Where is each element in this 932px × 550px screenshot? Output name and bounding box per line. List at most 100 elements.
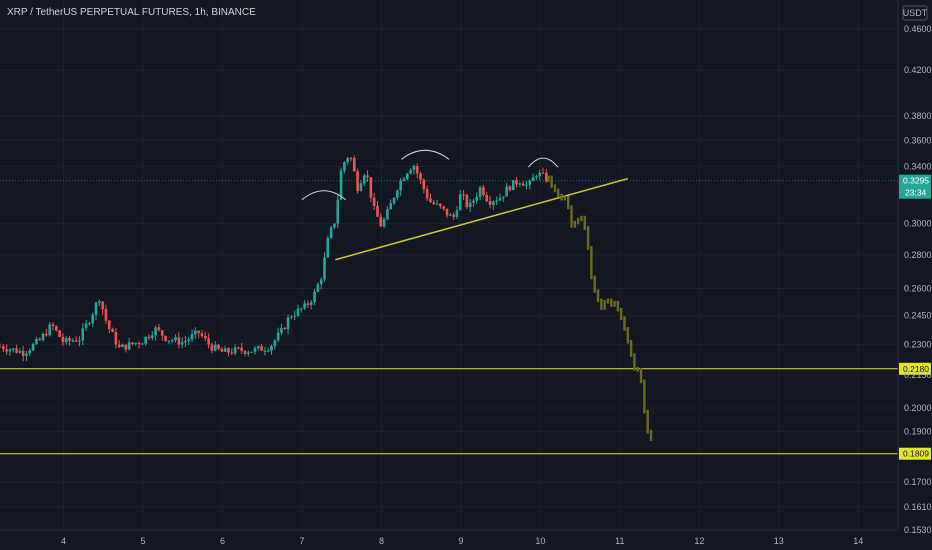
candle-body xyxy=(492,201,495,205)
candle-body xyxy=(329,227,333,239)
y-tick-label: 0.3600 xyxy=(904,135,932,145)
y-tick-label: 0.1610 xyxy=(904,502,932,512)
candle-body xyxy=(323,257,326,280)
x-tick-label: 9 xyxy=(458,536,463,546)
candle-body xyxy=(54,326,58,331)
x-tick-label: 11 xyxy=(615,536,624,546)
candle-body xyxy=(352,158,356,172)
candle-body xyxy=(452,214,455,217)
projection-bar xyxy=(600,298,603,310)
candle-body xyxy=(343,162,346,171)
candle-body xyxy=(432,202,436,205)
chart-title: XRP / TetherUS PERPETUAL FUTURES, 1h, BI… xyxy=(7,7,256,18)
candle-body xyxy=(184,341,187,343)
projection-bar xyxy=(639,368,643,384)
candle-body xyxy=(525,184,528,186)
projection-bar xyxy=(596,289,600,303)
candle-body xyxy=(263,350,267,352)
candle-body xyxy=(237,347,240,349)
candle-body xyxy=(240,347,244,352)
projection-bar xyxy=(613,300,616,307)
projection-bar xyxy=(646,409,649,434)
candle-body xyxy=(5,349,8,352)
projection-bar xyxy=(580,215,583,222)
projection-bar xyxy=(636,366,639,372)
candle-body xyxy=(25,353,28,356)
candle-body xyxy=(429,198,432,203)
last-price-tag xyxy=(899,174,931,199)
grid-lines xyxy=(0,0,898,531)
candle-body xyxy=(253,348,257,352)
candle-body xyxy=(449,214,452,216)
candle-body xyxy=(359,183,363,192)
candle-body xyxy=(260,346,263,351)
projection-bar xyxy=(590,246,593,280)
x-tick-label: 14 xyxy=(853,536,863,546)
candle-body xyxy=(346,158,349,163)
candle-body xyxy=(478,187,482,197)
candle-body xyxy=(167,340,171,342)
candle-body xyxy=(256,346,260,349)
candle-body xyxy=(220,348,224,352)
pattern-arc xyxy=(301,190,347,201)
candle-body xyxy=(518,183,522,185)
candle-body xyxy=(187,339,191,342)
candle-body xyxy=(468,202,472,208)
pattern-arc xyxy=(528,157,559,168)
y-tick-label: 0.1900 xyxy=(904,426,932,436)
candle-body xyxy=(545,172,548,182)
candle-body xyxy=(164,335,167,341)
x-tick-label: 10 xyxy=(535,536,545,546)
candle-body xyxy=(0,346,2,348)
x-tick-label: 5 xyxy=(141,536,146,546)
projection-bar xyxy=(570,205,573,228)
y-tick-label: 0.2000 xyxy=(904,403,932,413)
candle-body xyxy=(121,344,124,348)
candle-body xyxy=(498,197,502,201)
countdown-label: 23:34 xyxy=(905,188,927,198)
y-tick-label: 0.2450 xyxy=(904,311,932,321)
x-tick-label: 4 xyxy=(61,536,66,546)
y-tick-label: 0.3000 xyxy=(904,218,932,228)
projection-bar xyxy=(583,215,586,230)
candle-body xyxy=(157,327,161,331)
candle-body xyxy=(475,196,479,201)
candle-body xyxy=(402,178,406,181)
candle-body xyxy=(107,320,111,330)
projection-bar xyxy=(553,184,557,193)
candle-body xyxy=(51,324,55,327)
projection-bar xyxy=(550,175,553,188)
candle-body xyxy=(64,338,68,343)
level-price-tag xyxy=(899,362,931,375)
candle-body xyxy=(415,166,419,174)
candle-body xyxy=(41,333,45,341)
level-price-label: 0.2180 xyxy=(903,364,929,374)
candle-body xyxy=(84,323,88,329)
candle-body xyxy=(81,328,85,341)
candle-body xyxy=(362,175,366,184)
candle-body xyxy=(336,199,340,224)
candle-body xyxy=(286,317,290,330)
horizontal-levels[interactable]: 0.2180 0.1809 0.3295 23:34 xyxy=(0,174,931,460)
candle-body xyxy=(386,209,389,220)
projection-bar xyxy=(593,275,596,293)
candle-body xyxy=(485,195,489,201)
candle-body xyxy=(233,347,237,354)
ascending-trendline xyxy=(335,177,629,261)
candle-body xyxy=(535,176,538,178)
candle-body xyxy=(154,327,157,336)
currency-button[interactable]: USDT xyxy=(902,5,928,21)
candle-body xyxy=(144,336,147,344)
trendline-layer[interactable] xyxy=(335,177,629,261)
candle-body xyxy=(114,332,118,345)
x-tick-label: 7 xyxy=(299,536,304,546)
candles xyxy=(0,155,548,362)
candle-body xyxy=(207,338,210,345)
candle-body xyxy=(306,303,310,306)
projection-bar xyxy=(603,300,606,310)
y-tick-label: 0.4200 xyxy=(904,65,932,75)
x-tick-label: 8 xyxy=(379,536,384,546)
candle-body xyxy=(35,338,38,344)
candle-body xyxy=(369,177,373,198)
